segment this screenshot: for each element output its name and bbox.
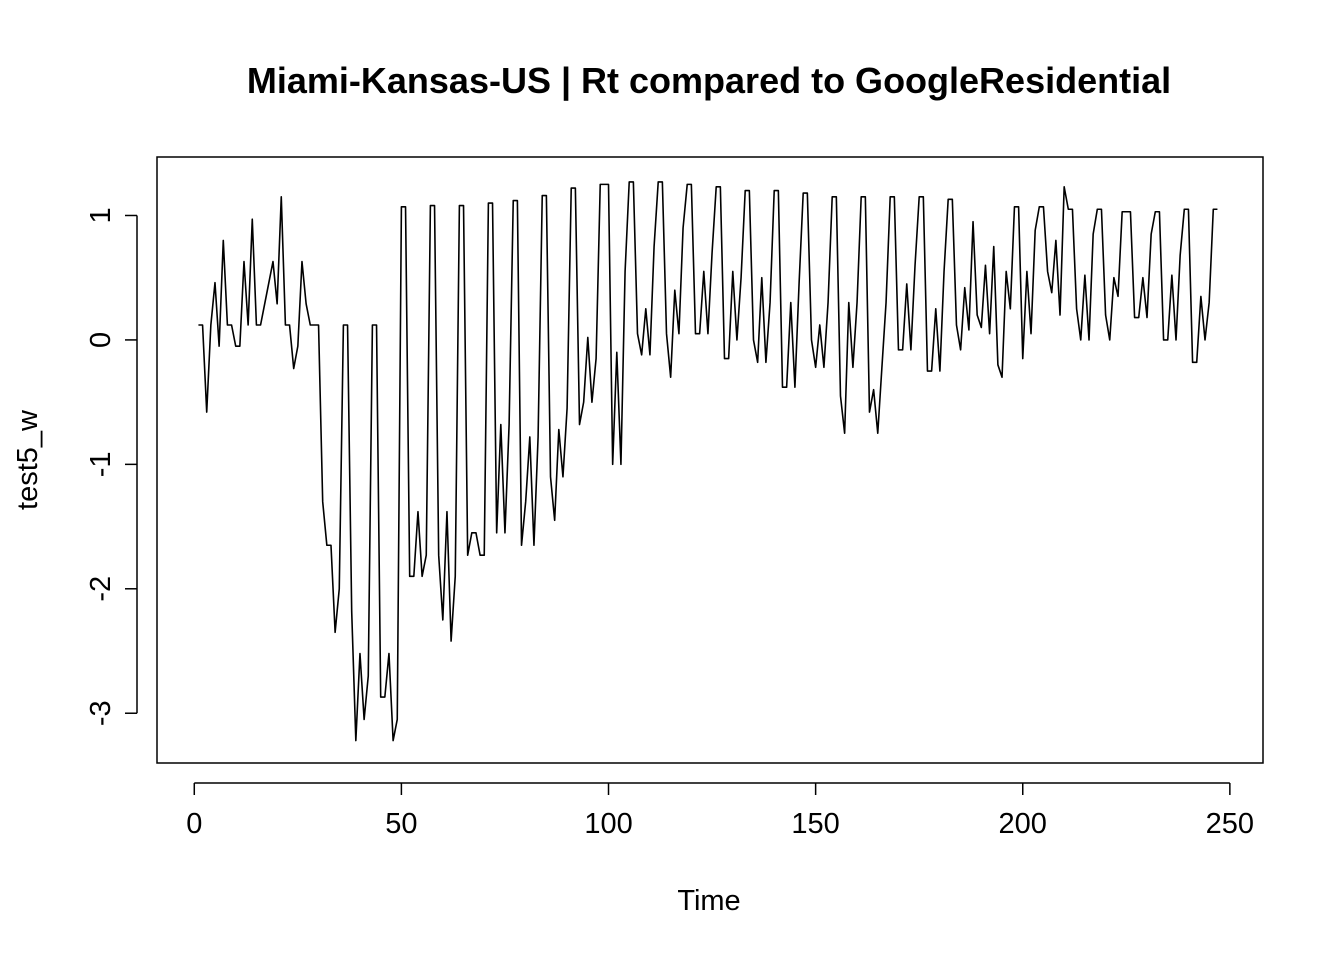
y-tick-label: 1 [85,207,117,223]
y-axis-label: test5_w [12,409,44,510]
y-tick-label: -1 [85,451,117,477]
x-axis-label: Time [677,885,740,917]
x-tick-label: 50 [385,808,417,840]
x-tick-label: 150 [791,808,839,840]
y-tick-label: -2 [85,576,117,602]
chart-title: Miami-Kansas-US | Rt compared to GoogleR… [247,60,1171,102]
x-tick-label: 100 [584,808,632,840]
y-tick-label: -3 [85,700,117,726]
y-tick-label: 0 [85,332,117,348]
series-line [198,181,1218,742]
plot-area [156,156,1264,764]
x-tick-label: 0 [186,808,202,840]
y-axis: -3 -2 -1 0 1 [85,207,138,726]
x-axis: 0 50 100 150 200 250 [186,782,1254,840]
x-tick-label: 200 [999,808,1047,840]
x-tick-label: 250 [1206,808,1254,840]
